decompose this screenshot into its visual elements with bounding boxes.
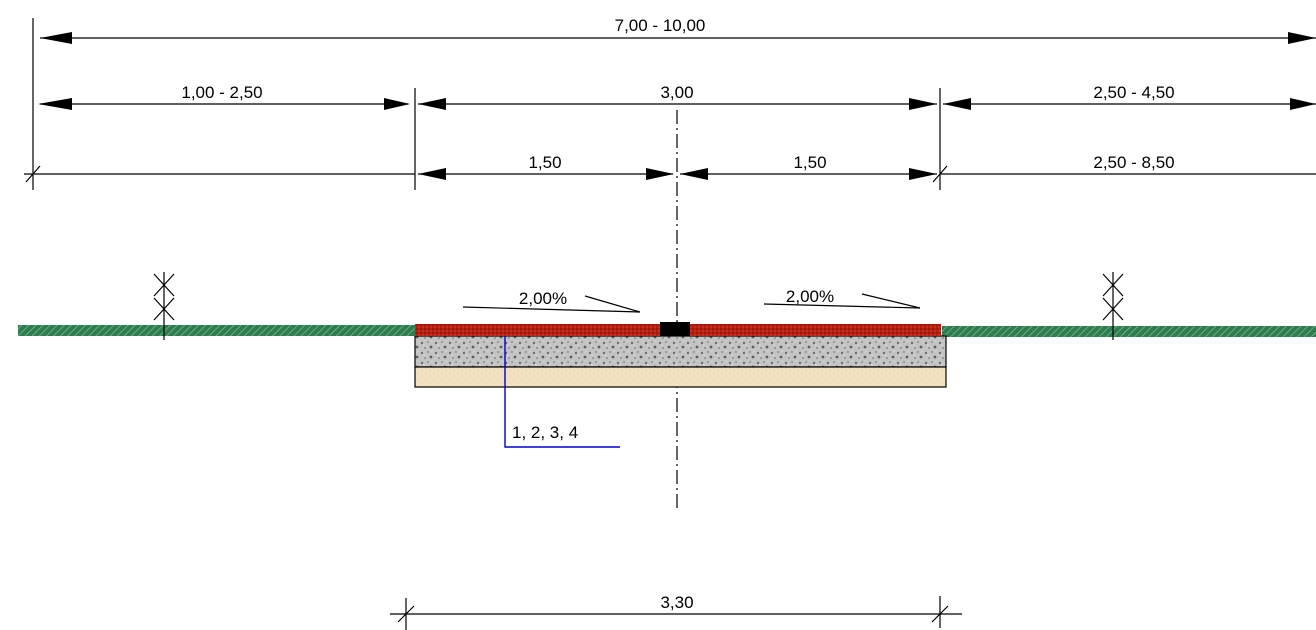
slope-right-label: 2,00% (786, 287, 834, 306)
arrow-left-icon (40, 32, 72, 44)
arrow-right-icon (909, 98, 937, 110)
slope-right: 2,00% (763, 287, 921, 309)
callout-leader-line (504, 336, 620, 448)
arrow-left-icon (38, 98, 72, 110)
ground-right (942, 326, 1316, 337)
slope-arrow-icon (861, 293, 921, 309)
arrow-right-icon (1288, 32, 1316, 44)
dim-path-width-label: 3,00 (660, 83, 693, 102)
dim-half-left-label: 1,50 (528, 153, 561, 172)
arrow-left-icon (943, 98, 971, 110)
base-layer (414, 335, 947, 368)
dim-base-width-label: 3,30 (660, 593, 693, 612)
dim-right-verge: 2,50 - 4,50 (943, 83, 1316, 110)
arrow-right-icon (646, 168, 674, 180)
slope-left-label: 2,00% (519, 289, 567, 308)
level-marker-right (1102, 272, 1124, 340)
slope-baseline (763, 303, 921, 309)
tick-mark (931, 605, 949, 623)
dim-right-extended: 2,50 - 8,50 (932, 153, 1316, 183)
sub-layer (414, 366, 947, 388)
dim-half-right: 1,50 (680, 153, 937, 180)
arrow-left-icon (680, 168, 708, 180)
arrow-left-icon (418, 168, 446, 180)
tick-mark (397, 605, 415, 623)
slope-baseline (462, 306, 641, 313)
tick-mark (25, 165, 41, 183)
slope-arrow-icon (584, 295, 641, 313)
arrow-right-icon (384, 98, 410, 110)
tick-mark (932, 165, 948, 183)
dim-total-width: 7,00 - 10,00 (32, 16, 1316, 190)
dim-half-right-label: 1,50 (793, 153, 826, 172)
dim-left-verge-label: 1,00 - 2,50 (181, 83, 262, 102)
dim-path-width: 3,00 (414, 83, 941, 190)
center-joint (660, 322, 690, 336)
dim-right-verge-label: 2,50 - 4,50 (1093, 83, 1174, 102)
layer-callout-label: 1, 2, 3, 4 (512, 423, 578, 442)
dim-right-extended-label: 2,50 - 8,50 (1093, 153, 1174, 172)
dim-left-verge: 1,00 - 2,50 (38, 83, 410, 110)
dim-half-left: 1,50 (418, 153, 674, 180)
dim-base-width: 3,30 (390, 593, 962, 630)
layer-callout: 1, 2, 3, 4 (504, 336, 620, 448)
ground-left (18, 325, 415, 336)
arrow-right-icon (1290, 98, 1316, 110)
slope-left: 2,00% (462, 289, 641, 313)
level-marker-left (153, 272, 175, 340)
arrow-right-icon (909, 168, 937, 180)
dim-third-row (24, 165, 415, 183)
arrow-left-icon (418, 98, 446, 110)
dim-total-width-label: 7,00 - 10,00 (615, 16, 706, 35)
